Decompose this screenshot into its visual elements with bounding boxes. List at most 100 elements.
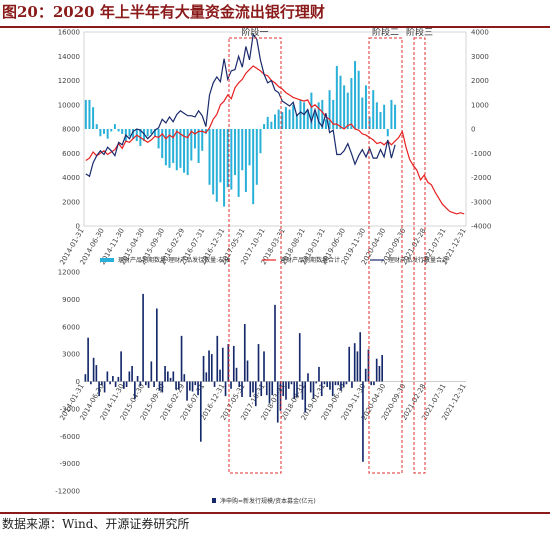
- net-flow-bar: [292, 104, 295, 129]
- net-flow-bar: [324, 119, 327, 129]
- net-subscription-bar: [106, 371, 109, 382]
- top-y-right-tick: 0: [471, 126, 475, 134]
- net-subscription-bar: [279, 381, 282, 411]
- net-flow-bar: [164, 129, 167, 166]
- net-flow-bar: [121, 129, 124, 134]
- net-flow-bar: [179, 129, 182, 168]
- net-subscription-bar: [158, 381, 161, 391]
- net-flow-bar: [113, 124, 116, 129]
- net-flow-bar: [357, 70, 360, 129]
- legend-swatch-net: [100, 258, 114, 262]
- net-subscription-bar: [103, 381, 106, 393]
- bottom-y-tick: -9000: [60, 460, 80, 468]
- net-subscription-bar: [87, 337, 89, 382]
- net-flow-bar: [252, 129, 255, 205]
- net-flow-bar: [288, 109, 291, 129]
- net-subscription-bar: [298, 333, 301, 382]
- net-flow-bar: [273, 114, 277, 129]
- top-y-right-tick: -4000: [471, 223, 491, 231]
- legend-label-matured: 理财产品到期数量合计: [280, 256, 340, 264]
- net-subscription-bar: [205, 372, 208, 382]
- bottom-y-tick: 6000: [62, 323, 80, 331]
- net-flow-bar: [295, 114, 298, 129]
- bottom-y-tick: 9000: [62, 296, 80, 304]
- net-subscription-bar: [134, 381, 136, 399]
- net-flow-bar: [284, 107, 287, 129]
- net-subscription-bar: [213, 381, 216, 387]
- net-subscription-bar: [268, 381, 271, 404]
- net-subscription-bar: [342, 381, 345, 387]
- net-subscription-bar: [381, 355, 384, 382]
- net-subscription-bar: [153, 381, 155, 387]
- net-flow-bar: [328, 90, 331, 129]
- net-subscription-bar: [90, 381, 92, 385]
- net-subscription-bar: [188, 381, 191, 391]
- net-flow-bar: [244, 129, 247, 193]
- net-subscription-bar: [351, 381, 353, 388]
- net-subscription-bar: [326, 381, 329, 387]
- net-flow-bar: [132, 129, 135, 139]
- net-flow-bar: [197, 129, 200, 163]
- top-y-right-tick: -2000: [471, 174, 491, 182]
- net-flow-bar: [233, 129, 236, 176]
- net-flow-bar: [263, 124, 266, 129]
- net-flow-bar: [303, 102, 306, 129]
- legend-label-issued: 理财产品发行数量合计: [388, 256, 448, 264]
- net-subscription-bar: [117, 376, 120, 382]
- net-flow-bar: [321, 99, 324, 129]
- net-flow-bar: [172, 129, 175, 163]
- net-flow-bar: [346, 92, 349, 129]
- net-subscription-bar: [186, 381, 188, 401]
- net-flow-bar: [354, 61, 357, 129]
- net-subscription-bar: [180, 335, 183, 382]
- net-subscription-bar: [243, 324, 246, 382]
- net-subscription-bar: [109, 381, 111, 385]
- net-subscription-bar: [101, 381, 103, 386]
- net-flow-bar: [383, 104, 386, 129]
- net-subscription-bar: [131, 365, 133, 382]
- net-flow-bar: [332, 99, 335, 129]
- bottom-y-tick: -6000: [60, 433, 80, 441]
- net-subscription-bar: [282, 381, 285, 397]
- net-flow-bar: [314, 112, 317, 129]
- net-subscription-bar: [232, 345, 235, 382]
- phase-box-3: [413, 37, 426, 474]
- net-flow-bar: [153, 129, 156, 137]
- net-flow-bar: [237, 129, 240, 197]
- net-subscription-bar: [367, 349, 370, 382]
- net-flow-bar: [306, 109, 309, 129]
- net-subscription-bar: [221, 347, 224, 382]
- net-subscription-bar: [92, 357, 95, 382]
- net-subscription-bar: [120, 351, 122, 382]
- net-flow-bar: [204, 129, 207, 134]
- net-subscription-bar: [274, 304, 276, 382]
- net-flow-bar: [230, 129, 233, 190]
- top-y-right-tick: -3000: [471, 198, 491, 206]
- net-subscription-bar: [375, 358, 378, 382]
- net-flow-bar: [375, 102, 378, 129]
- net-flow-bar: [212, 129, 215, 195]
- net-subscription-bar: [197, 381, 199, 396]
- net-subscription-bar: [98, 381, 100, 397]
- net-subscription-bar: [304, 381, 307, 413]
- net-subscription-bar: [329, 381, 331, 390]
- net-flow-bar: [248, 129, 251, 166]
- matured-total-line: [85, 65, 465, 215]
- net-subscription-bar: [301, 381, 304, 400]
- net-subscription-bar: [194, 381, 197, 386]
- net-flow-bar: [379, 112, 382, 129]
- net-subscription-bar: [216, 335, 219, 382]
- net-flow-bar: [281, 112, 284, 129]
- net-flow-bar: [88, 99, 91, 129]
- net-subscription-bar: [219, 369, 221, 382]
- top-y-left-tick: 0: [76, 223, 80, 231]
- issued-total-line: [85, 32, 396, 178]
- net-subscription-bar: [290, 381, 293, 385]
- legend-label-net: 理财产品到期数量-理财产品发行数量:右轴: [118, 256, 230, 264]
- net-flow-bar: [310, 92, 313, 129]
- net-subscription-bar: [340, 381, 342, 391]
- net-subscription-bar: [312, 381, 315, 399]
- net-subscription-bar: [175, 381, 177, 390]
- top-y-left-tick: 14000: [58, 53, 80, 61]
